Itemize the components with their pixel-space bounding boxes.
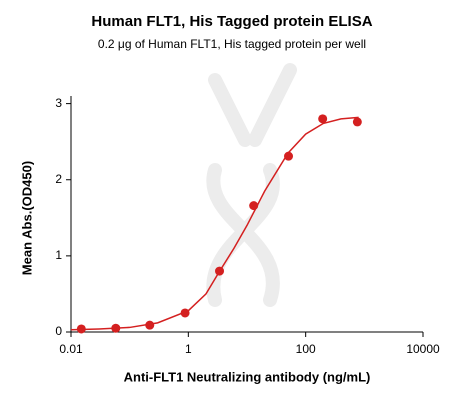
data-point [352,117,362,127]
data-point [249,201,259,211]
x-axis-label: Anti-FLT1 Neutralizing antibody (ng/mL) [124,369,371,384]
chart-subtitle: 0.2 μg of Human FLT1, His tagged protein… [98,37,366,51]
data-point [318,114,328,124]
y-tick-label: 1 [55,248,62,262]
y-tick-label: 3 [55,96,62,110]
fit-curve [70,116,359,331]
x-tick-label: 1 [185,342,192,356]
x-tick-label: 10000 [406,342,440,356]
y-tick-label: 2 [55,172,62,186]
data-point [145,320,155,330]
y-tick-label: 0 [55,324,62,338]
data-point [111,323,121,333]
watermark [206,63,297,307]
data-point [76,324,86,334]
y-axis-label: Mean Abs.(OD450) [19,161,34,275]
data-point [284,151,294,161]
x-tick-label: 0.01 [59,342,83,356]
x-tick-label: 100 [296,342,316,356]
data-point [215,266,225,276]
chart-title: Human FLT1, His Tagged protein ELISA [91,13,372,30]
data-point [180,308,190,318]
